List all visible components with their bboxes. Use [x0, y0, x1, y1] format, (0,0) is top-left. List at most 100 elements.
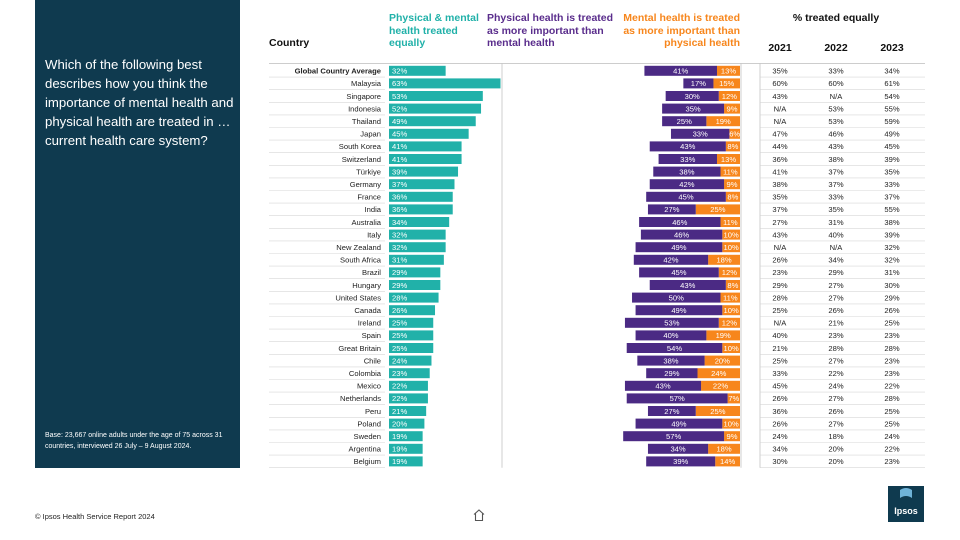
- bar-physical: [647, 443, 709, 454]
- country-label: Malaysia: [351, 79, 382, 88]
- bar-label-mental: 18%: [716, 256, 731, 265]
- bar-equal: [389, 116, 476, 127]
- bar-label-mental: 9%: [727, 180, 738, 189]
- bar-physical: [635, 305, 723, 316]
- country-label: Switzerland: [342, 155, 381, 164]
- country-label: Belgium: [354, 457, 381, 466]
- bar-equal: [389, 280, 441, 290]
- history-2022-value: N/A: [830, 92, 844, 101]
- history-2022-value: 43%: [828, 142, 843, 151]
- bar-label-mental: 18%: [716, 445, 731, 454]
- bar-label-equal: 31%: [392, 256, 407, 265]
- history-2021-value: 47%: [772, 130, 787, 139]
- history-2023-value: 29%: [884, 293, 899, 302]
- bar-label-physical: 53%: [664, 319, 679, 328]
- history-2022-value: 40%: [828, 230, 843, 239]
- history-2023-value: 55%: [884, 205, 899, 214]
- country-label: Sweden: [354, 432, 381, 441]
- bar-mental: [729, 128, 740, 139]
- bar-label-mental: 10%: [724, 306, 739, 315]
- bar-physical: [649, 141, 726, 152]
- bar-equal: [389, 91, 483, 101]
- bar-label-physical: 34%: [670, 445, 685, 454]
- country-label: South Africa: [340, 256, 382, 265]
- bar-label-physical: 43%: [655, 382, 670, 391]
- history-2023-value: 39%: [884, 155, 899, 164]
- bar-physical: [683, 78, 714, 89]
- bar-equal: [389, 305, 436, 316]
- bar-physical: [635, 330, 707, 341]
- bar-label-mental: 12%: [722, 92, 737, 101]
- bar-label-mental: 11%: [723, 293, 738, 302]
- bar-equal: [389, 418, 425, 429]
- bar-label-equal: 41%: [392, 142, 407, 151]
- country-label: South Korea: [339, 142, 382, 151]
- bar-label-physical: 49%: [671, 243, 686, 252]
- bar-physical: [639, 267, 719, 278]
- bar-mental: [695, 204, 740, 215]
- bar-mental: [697, 368, 740, 379]
- bar-equal: [389, 456, 423, 467]
- bar-physical: [670, 128, 730, 139]
- bar-label-equal: 39%: [392, 167, 407, 176]
- bar-label-equal: 36%: [392, 193, 407, 202]
- bar-label-mental: 6%: [729, 130, 740, 139]
- history-2021-value: 38%: [772, 180, 787, 189]
- history-2023-value: 30%: [884, 281, 899, 290]
- bar-mental: [722, 242, 740, 253]
- history-2023-value: 45%: [884, 142, 899, 151]
- country-label: Netherlands: [340, 394, 381, 403]
- bar-label-physical: 38%: [679, 167, 694, 176]
- bar-label-mental: 15%: [719, 79, 734, 88]
- bar-label-physical: 17%: [691, 79, 706, 88]
- home-icon[interactable]: [472, 508, 486, 522]
- bar-label-physical: 54%: [667, 344, 682, 353]
- history-2022-value: 20%: [828, 457, 843, 466]
- history-2023-value: 33%: [884, 180, 899, 189]
- bar-equal: [389, 343, 434, 353]
- bar-mental: [718, 317, 740, 328]
- bar-physical: [626, 393, 728, 404]
- bar-equal: [389, 128, 469, 139]
- country-label: Germany: [350, 180, 381, 189]
- bar-label-equal: 22%: [392, 394, 407, 403]
- bar-mental: [720, 292, 740, 303]
- bar-label-equal: 49%: [392, 117, 407, 126]
- bar-equal: [389, 292, 439, 303]
- bar-mental: [706, 116, 740, 127]
- history-2021-value: 60%: [772, 79, 787, 88]
- bar-equal: [389, 254, 444, 265]
- bar-mental: [718, 267, 740, 278]
- history-2023-value: 38%: [884, 218, 899, 227]
- bar-label-mental: 8%: [727, 142, 738, 151]
- country-label: Colombia: [349, 369, 382, 378]
- bar-mental: [724, 179, 740, 190]
- bar-label-equal: 19%: [392, 457, 407, 466]
- bar-label-physical: 46%: [672, 218, 687, 227]
- history-2022-value: 24%: [828, 382, 843, 391]
- history-2022-value: 26%: [828, 306, 843, 315]
- country-label: Italy: [367, 230, 381, 239]
- bar-equal: [389, 191, 453, 202]
- bar-equal: [389, 229, 446, 240]
- history-2022-value: 21%: [828, 319, 843, 328]
- bar-label-physical: 57%: [666, 432, 681, 441]
- bar-mental: [722, 418, 740, 429]
- bar-physical: [644, 65, 717, 76]
- bar-physical: [635, 242, 723, 253]
- bar-equal: [389, 443, 423, 454]
- country-label: Great Britain: [338, 344, 381, 353]
- bar-label-physical: 43%: [680, 281, 695, 290]
- bar-physical: [646, 191, 726, 202]
- bar-mental: [724, 103, 740, 114]
- history-2022-value: 27%: [828, 356, 843, 365]
- bar-physical: [658, 154, 717, 164]
- bar-label-equal: 41%: [392, 155, 407, 164]
- history-2023-value: 25%: [884, 319, 899, 328]
- history-2023-value: 59%: [884, 117, 899, 126]
- history-2021-value: 28%: [772, 293, 787, 302]
- country-label: Chile: [364, 356, 381, 365]
- history-2022-value: 34%: [828, 256, 843, 265]
- history-2021-value: 44%: [772, 142, 787, 151]
